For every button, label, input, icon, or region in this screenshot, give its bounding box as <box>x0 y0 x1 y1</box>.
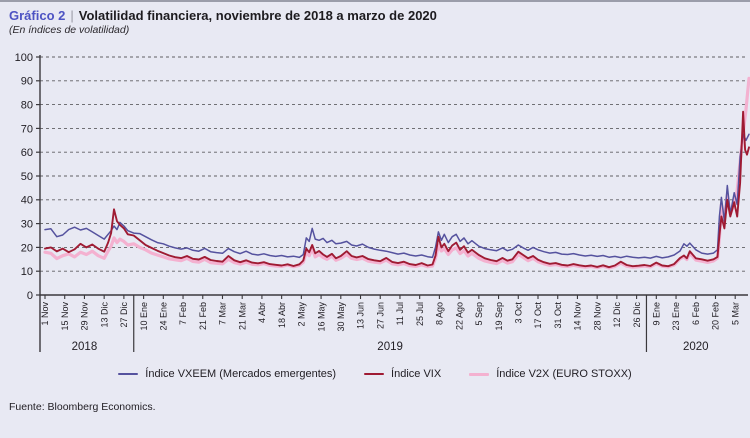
x-tick-label: 24 Ene <box>159 302 169 331</box>
x-tick-label: 27 Jun <box>375 302 385 329</box>
x-tick-label: 22 Ago <box>454 302 464 330</box>
chart-legend: Índice VXEEM (Mercados emergentes) Índic… <box>0 368 750 380</box>
legend-item-v2x: Índice V2X (EURO STOXX) <box>469 368 632 380</box>
figure-number-label: Gráfico 2 <box>9 8 66 23</box>
x-tick-label: 23 Ene <box>671 302 681 331</box>
v2x-line-swatch <box>469 372 490 376</box>
x-tick-label: 29 Nov <box>80 302 90 331</box>
x-tick-label: 16 May <box>316 302 326 332</box>
page-title: Gráfico 2 | Volatilidad financiera, noviem… <box>9 8 437 23</box>
series-line-vxeem <box>44 133 750 259</box>
y-tick-label: 20 <box>21 242 33 254</box>
x-tick-label: 6 Feb <box>691 302 701 325</box>
source-note: Fuente: Bloomberg Economics. <box>9 401 156 413</box>
x-tick-label: 9 Ene <box>652 302 662 326</box>
x-tick-label: 3 Oct <box>513 302 523 324</box>
legend-item-vix: Índice VIX <box>364 368 441 380</box>
x-tick-label: 25 Jul <box>415 302 425 326</box>
title-separator: | <box>70 8 74 23</box>
x-tick-label: 5 Mar <box>730 302 740 325</box>
volatility-line-chart: 0 10 20 30 40 50 60 70 80 90 100 1 Nov 15 Nov 29 Nov 1… <box>15 52 750 353</box>
y-tick-label: 60 <box>21 147 33 159</box>
y-tick-label: 0 <box>27 290 33 302</box>
x-tick-label: 30 May <box>336 302 346 332</box>
x-tick-label: 7 Mar <box>218 302 228 325</box>
x-tick-label: 11 Jul <box>395 302 405 325</box>
x-tick-label: 8 Ago <box>435 302 445 325</box>
x-tick-label: 7 Feb <box>178 302 188 325</box>
x-tick-label: 13 Jun <box>356 302 366 329</box>
x-tick-label: 18 Abr <box>277 302 287 328</box>
x-tick-label: 13 Dic <box>99 302 109 328</box>
y-tick-label: 10 <box>21 266 33 278</box>
vxeem-line-swatch <box>118 373 139 375</box>
x-tick-label: 2 May <box>297 302 307 327</box>
y-tick-label: 30 <box>21 218 33 230</box>
x-tick-label: 21 Mar <box>237 302 247 330</box>
y-tick-label: 50 <box>21 171 33 183</box>
y-tick-label: 100 <box>15 52 33 64</box>
year-label: 2019 <box>377 341 403 353</box>
legend-label-vxeem: Índice VXEEM (Mercados emergentes) <box>145 368 337 380</box>
x-tick-label: 15 Nov <box>60 302 70 331</box>
x-tick-label: 17 Oct <box>533 302 543 329</box>
legend-label-v2x: Índice V2X (EURO STOXX) <box>496 368 632 380</box>
title-text: Volatilidad financiera, noviembre de 201… <box>78 8 437 23</box>
y-tick-label: 70 <box>21 123 33 135</box>
year-label: 2018 <box>72 341 98 353</box>
x-tick-label: 14 Nov <box>573 302 583 331</box>
y-tick-label: 80 <box>21 99 33 111</box>
y-tick-label: 90 <box>21 76 33 88</box>
year-label: 2020 <box>683 341 709 353</box>
x-tick-label: 10 Ene <box>139 302 149 331</box>
x-tick-label: 27 Dic <box>119 302 129 328</box>
x-tick-label: 21 Feb <box>198 302 208 330</box>
vix-line-swatch <box>364 373 385 375</box>
x-tick-label: 19 Sep <box>494 302 504 331</box>
x-tick-label: 12 Dic <box>612 302 622 328</box>
x-tick-label: 4 Abr <box>257 302 267 323</box>
y-tick-label: 40 <box>21 195 33 207</box>
legend-label-vix: Índice VIX <box>391 368 442 380</box>
chart-subtitle: (En índices de volatilidad) <box>9 24 130 36</box>
x-tick-label: 1 Nov <box>40 302 50 326</box>
x-tick-label: 28 Nov <box>592 302 602 331</box>
x-tick-label: 26 Dic <box>632 302 642 328</box>
x-tick-label: 20 Feb <box>711 302 721 330</box>
x-tick-label: 5 Sep <box>474 302 484 326</box>
legend-item-vxeem: Índice VXEEM (Mercados emergentes) <box>118 368 336 380</box>
x-tick-label: 31 Oct <box>553 302 563 329</box>
series-line-vix <box>44 110 750 269</box>
